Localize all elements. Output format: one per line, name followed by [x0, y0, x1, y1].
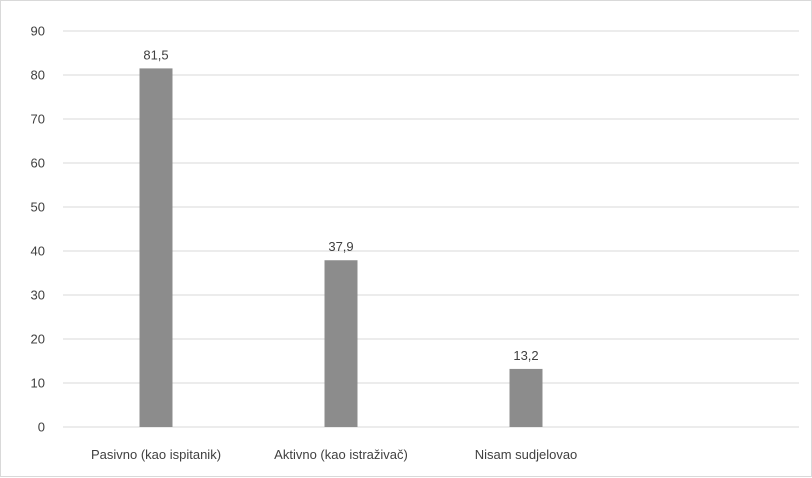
y-tick-label: 0	[38, 420, 45, 435]
category-label: Pasivno (kao ispitanik)	[91, 447, 221, 462]
y-tick-label: 60	[31, 156, 45, 171]
y-tick-label: 10	[31, 376, 45, 391]
y-tick-label: 90	[31, 24, 45, 39]
y-tick-label: 30	[31, 288, 45, 303]
y-tick-label: 80	[31, 68, 45, 83]
y-axis-tick-labels: 0 10 20 30 40 50 60 70 80 90	[31, 24, 45, 435]
category-label: Nisam sudjelovao	[475, 447, 578, 462]
data-label: 37,9	[328, 239, 353, 254]
gridlines	[63, 30, 799, 428]
bar-1	[139, 68, 173, 428]
data-labels: 81,5 37,9 13,2	[143, 47, 538, 363]
bars	[139, 68, 543, 428]
y-tick-label: 70	[31, 112, 45, 127]
y-tick-label: 50	[31, 200, 45, 215]
bar-3	[509, 368, 543, 427]
y-tick-label: 40	[31, 244, 45, 259]
data-label: 81,5	[143, 47, 168, 62]
y-tick-label: 20	[31, 332, 45, 347]
x-axis-category-labels: Pasivno (kao ispitanik) Aktivno (kao istr…	[91, 447, 577, 462]
data-label: 13,2	[513, 348, 538, 363]
category-label: Aktivno (kao istraživač)	[274, 447, 408, 462]
bar-2	[324, 260, 358, 427]
